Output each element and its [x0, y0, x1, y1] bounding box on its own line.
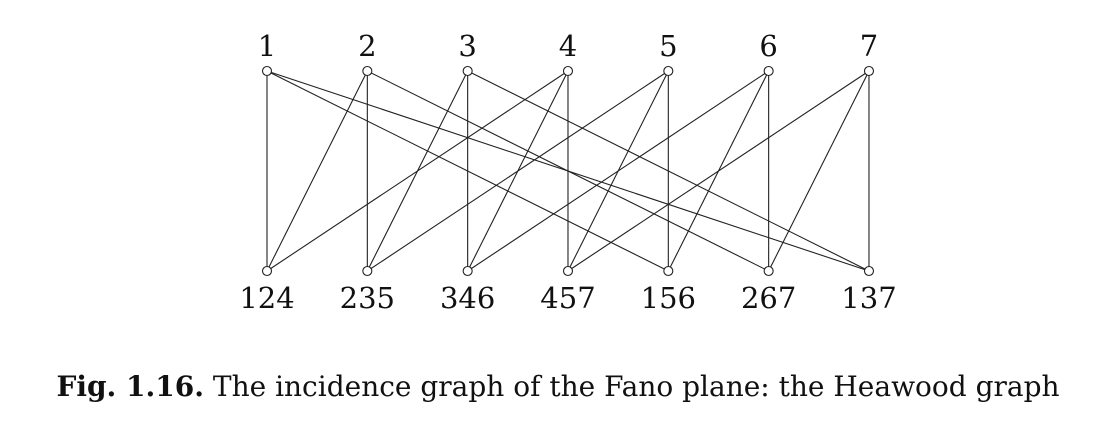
- point-label-1: 1: [258, 29, 276, 63]
- point-label-3: 3: [458, 29, 476, 63]
- edge-5-235: [367, 70, 669, 272]
- point-label-5: 5: [659, 29, 677, 63]
- point-label-7: 7: [860, 29, 878, 63]
- caption-text: The incidence graph of the Fano plane: t…: [212, 370, 1060, 403]
- line-node-137: [863, 265, 875, 277]
- point-node-1: [261, 65, 273, 77]
- line-label-156: 156: [641, 281, 696, 315]
- point-node-5: [663, 65, 674, 77]
- line-label-137: 137: [841, 281, 896, 315]
- edge-7-267: [768, 70, 870, 272]
- edges-group: [266, 70, 870, 272]
- figure-caption: Fig. 1.16. The incidence graph of the Fa…: [0, 370, 1116, 403]
- line-node-235: [362, 265, 373, 277]
- line-node-457: [562, 265, 574, 277]
- point-label-2: 2: [358, 29, 376, 63]
- edge-7-457: [567, 70, 870, 272]
- edge-2-124: [266, 70, 368, 272]
- point-label-6: 6: [759, 29, 777, 63]
- point-node-7: [863, 65, 875, 77]
- line-label-235: 235: [340, 281, 395, 315]
- edge-4-124: [266, 70, 569, 272]
- edge-6-346: [467, 70, 769, 272]
- line-node-346: [462, 265, 473, 277]
- point-node-3: [462, 65, 473, 77]
- heawood-graph: 1 2 3 4 5 6 7 124 235 346 457 156 267 137: [239, 29, 896, 315]
- point-node-6: [763, 65, 774, 77]
- line-label-457: 457: [540, 281, 595, 315]
- point-label-4: 4: [559, 29, 577, 63]
- point-node-2: [362, 65, 373, 77]
- line-label-124: 124: [239, 281, 294, 315]
- line-label-267: 267: [741, 281, 796, 315]
- line-node-156: [663, 265, 674, 277]
- line-node-267: [763, 265, 774, 277]
- caption-label: Fig. 1.16.: [56, 370, 204, 403]
- line-label-346: 346: [440, 281, 495, 315]
- point-node-4: [562, 65, 574, 77]
- line-node-124: [261, 265, 273, 277]
- nodes-group: [261, 65, 875, 277]
- labels-group: 1 2 3 4 5 6 7 124 235 346 457 156 267 137: [239, 29, 896, 315]
